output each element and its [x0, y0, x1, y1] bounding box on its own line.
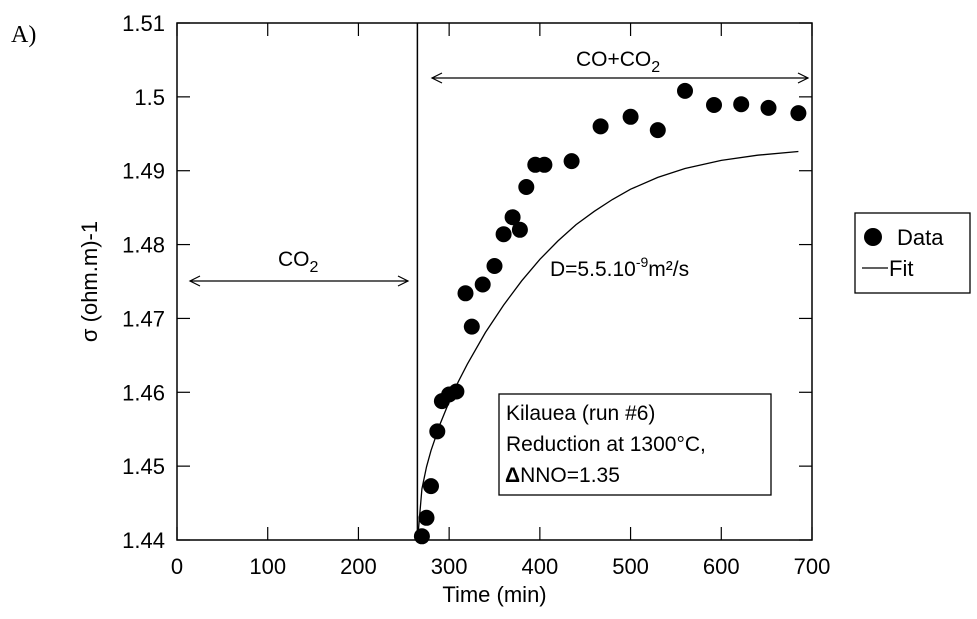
info-box-line1: Kilauea (run #6) — [506, 402, 655, 425]
legend-data-marker — [864, 228, 882, 246]
arrow-head-left — [430, 72, 443, 84]
co-co2-label: CO+CO2 — [576, 48, 660, 76]
data-point — [495, 226, 512, 243]
co2-range-arrow — [188, 275, 410, 287]
y-axis-title: σ (ohm.m)-1 — [77, 221, 102, 342]
data-point — [733, 96, 750, 113]
y-tick-label: 1.49 — [122, 159, 165, 184]
plot-frame — [176, 22, 813, 541]
data-point — [448, 383, 465, 400]
y-tick-label: 1.45 — [122, 454, 165, 479]
data-point — [486, 258, 503, 274]
x-tick-label: 200 — [340, 554, 377, 579]
x-axis-title: Time (min) — [442, 582, 546, 607]
data-point — [423, 478, 439, 495]
data-point — [457, 285, 474, 302]
data-point — [706, 97, 722, 113]
data-point — [504, 209, 521, 226]
points-layer — [413, 82, 807, 545]
x-tick-label: 100 — [249, 554, 286, 579]
data-point — [474, 276, 491, 293]
y-tick-label: 1.5 — [134, 85, 165, 110]
data-point — [790, 105, 807, 122]
diffusion-label: D=5.5.10-9m²/s — [550, 254, 689, 281]
data-point — [563, 153, 580, 170]
info-box — [498, 393, 772, 496]
data-point — [413, 528, 430, 545]
info-box-line3: ΔNNO=1.35 — [505, 464, 620, 487]
legend-layer: Data Fit — [854, 212, 971, 294]
x-tick-label: 0 — [171, 554, 183, 579]
co-co2-range-arrow — [430, 72, 810, 84]
data-point — [622, 108, 639, 125]
legend-data-label: Data — [897, 225, 944, 250]
arrow-head-left — [188, 275, 201, 287]
arrow-head-right — [797, 72, 810, 84]
x-tick-label: 500 — [612, 554, 649, 579]
data-point — [518, 179, 535, 195]
data-point — [536, 156, 553, 173]
annot-layer: CO2 CO+CO2 D=5.5.10-9m²/s Kilauea (run #6) R… — [188, 48, 810, 496]
data-point — [418, 509, 435, 526]
co2-label: CO2 — [278, 248, 319, 276]
info-box-line2: Reduction at 1300°C, — [506, 433, 706, 456]
legend-box — [854, 212, 971, 294]
legend-fit-label: Fit — [889, 256, 913, 281]
data-point — [429, 423, 446, 440]
y-tick-label: 1.46 — [122, 380, 165, 405]
arrow-head-right — [397, 275, 410, 287]
data-point — [463, 318, 480, 335]
x-tick-label: 400 — [521, 554, 558, 579]
y-tick-label: 1.48 — [122, 233, 165, 258]
x-tick-label: 700 — [794, 554, 831, 579]
data-point — [511, 221, 528, 238]
panel-label: A) — [11, 22, 37, 48]
x-tick-label: 300 — [431, 554, 468, 579]
data-point — [760, 99, 777, 116]
data-point — [649, 122, 666, 139]
data-point — [677, 82, 693, 99]
y-tick-label: 1.44 — [122, 528, 165, 553]
y-tick-label: 1.51 — [122, 11, 165, 36]
data-point — [592, 118, 609, 135]
axes-layer: 0 100 200 300 400 500 600 700 1.44 1.45 1.46 1.47 1.… — [77, 11, 830, 607]
y-tick-label: 1.47 — [122, 306, 165, 331]
x-tick-label: 600 — [703, 554, 740, 579]
